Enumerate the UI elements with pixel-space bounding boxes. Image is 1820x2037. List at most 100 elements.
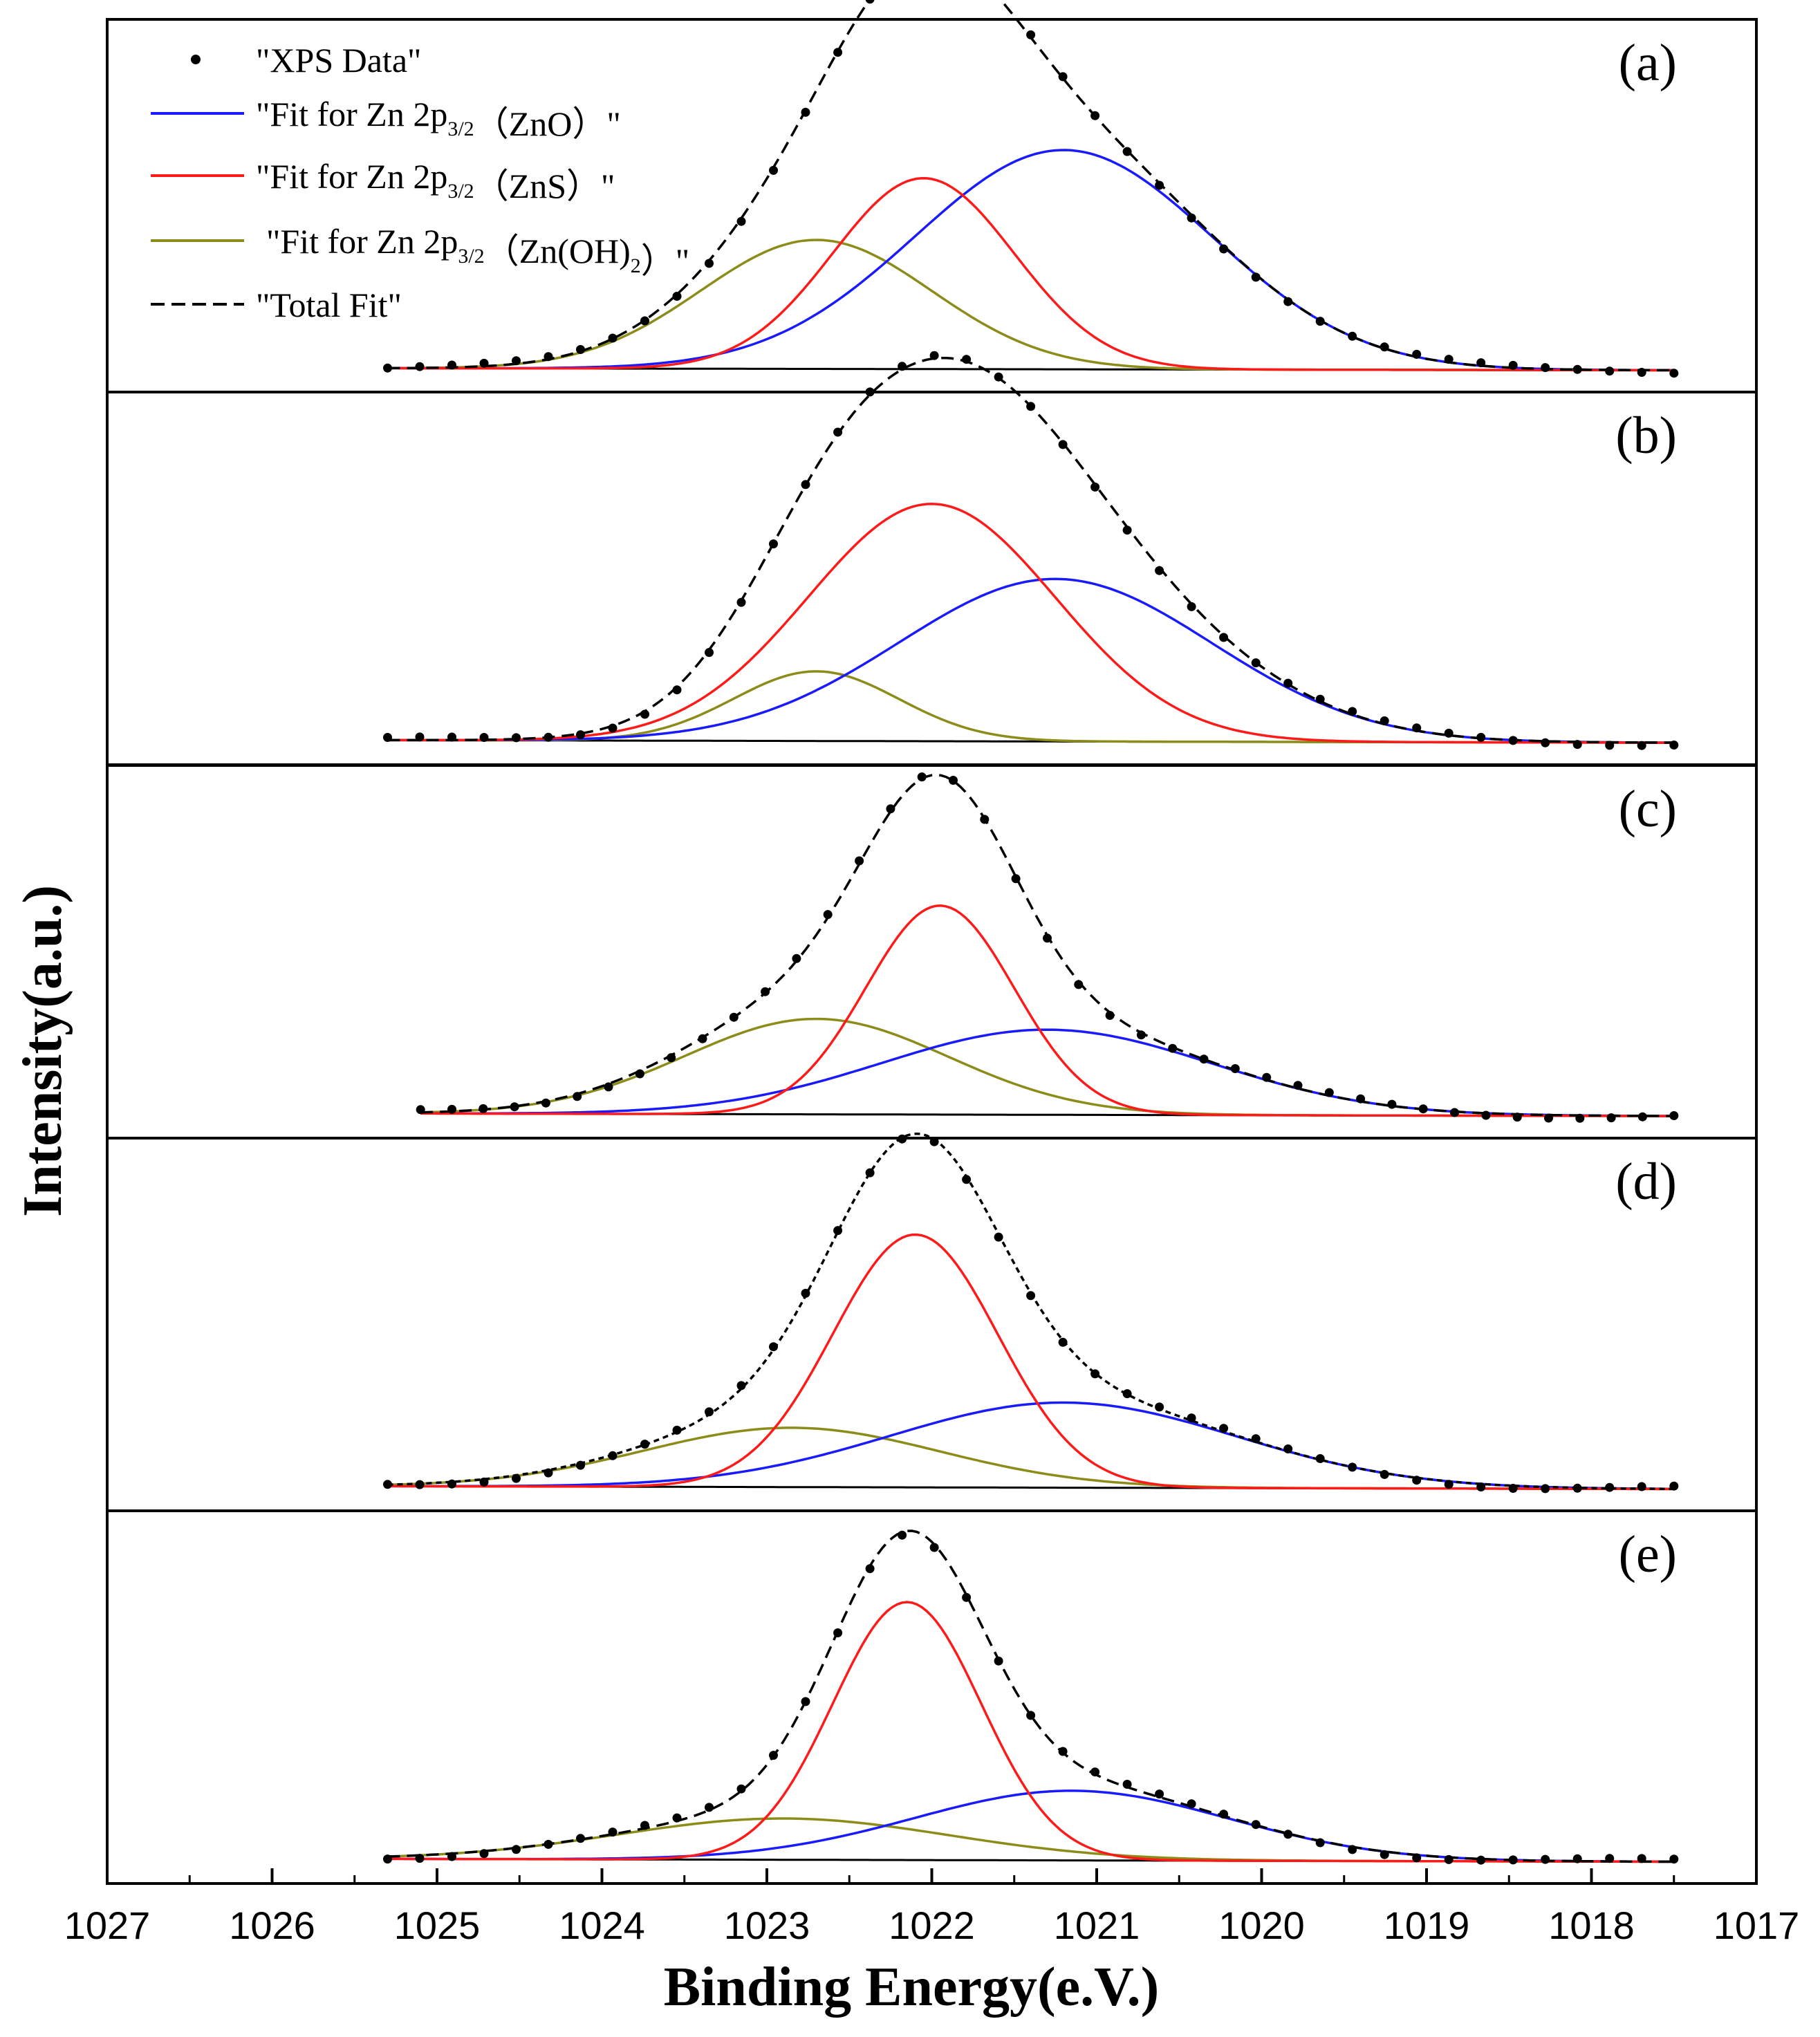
data-point [929,1543,939,1552]
total-fit-line [387,1529,1674,1863]
data-point [769,1751,778,1760]
x-tick-label: 1023 [724,1904,810,1947]
x-tick-label: 1021 [1054,1904,1140,1947]
x-tick-label: 1018 [1548,1904,1635,1947]
legend-swatch [191,55,201,64]
data-point [769,1342,778,1352]
data-point [1380,1850,1389,1859]
data-point [1251,658,1261,668]
data-point [1544,1113,1553,1123]
data-point [416,1105,425,1115]
data-point [1011,874,1021,884]
data-point [929,351,939,360]
data-point [1187,1413,1196,1423]
data-point [608,1451,618,1460]
data-point [1026,402,1036,411]
data-point [994,1656,1003,1666]
data-point [1283,297,1293,306]
data-point [479,1477,489,1487]
data-point [865,1168,875,1178]
data-point [1058,440,1068,449]
data-point [573,1092,582,1101]
data-point [865,387,875,397]
data-point [576,345,585,354]
data-point [1669,369,1679,378]
data-point [1606,1113,1616,1123]
data-point [512,1845,521,1854]
data-point [962,355,972,364]
data-point [640,709,649,719]
data-point [705,259,714,268]
x-tick-label: 1024 [559,1904,645,1947]
data-point [1026,1291,1036,1301]
panel-label: (c) [1619,780,1677,838]
panel-label: (a) [1619,34,1677,92]
data-point [512,356,521,366]
data-point [1324,1088,1334,1097]
data-point [640,316,649,326]
data-point [833,1226,843,1236]
data-point [1412,1853,1422,1863]
data-point [801,107,810,117]
data-point [383,733,392,742]
data-point [383,1480,392,1489]
data-point [512,733,521,743]
data-point [1508,736,1518,745]
data-point [898,1530,907,1540]
panel-d: (d) [106,1132,1758,1512]
x-tick-label: 1019 [1384,1904,1470,1947]
data-point [1262,1072,1272,1082]
data-point [1572,740,1582,750]
data-point [1219,244,1229,254]
data-point [1026,1711,1036,1720]
data-point [1541,738,1550,747]
data-point [1508,1484,1518,1493]
data-point [1450,1108,1459,1117]
x-tick-label: 1017 [1714,1904,1800,1947]
data-point [1637,368,1646,377]
data-point [608,723,618,733]
x-tick-label: 1022 [889,1904,975,1947]
data-point [1412,1476,1422,1485]
data-point [1572,1854,1582,1863]
panel-label: (d) [1615,1153,1677,1211]
data-point [447,732,456,742]
panel-b: (b) [106,351,1758,766]
fit-line-zns [387,1233,1674,1491]
data-point [865,1564,875,1574]
data-point [447,1104,456,1114]
data-point [544,352,553,362]
data-point [1090,482,1100,492]
fit-line-zns [387,1601,1674,1863]
legend-label: "Fit for Zn 2p3/2（Zn(OH)2）" [266,222,689,280]
data-point [635,1069,644,1079]
y-axis-title: Intensity(a.u.) [12,885,73,1217]
data-point [792,954,801,963]
data-point [1199,1054,1209,1064]
data-point [833,48,843,57]
data-point [1187,1799,1196,1809]
legend-item-zns: "Fit for Zn 2p3/2（ZnS）" [151,157,615,205]
data-point [1283,1444,1293,1453]
data-point [1230,1064,1240,1073]
data-point [1541,1484,1550,1494]
legend: "XPS Data" "Fit for Zn 2p3/2（ZnO）" "Fit fo… [151,41,689,324]
data-point [705,1407,714,1417]
data-point [479,1849,489,1859]
panel-label: (e) [1619,1525,1677,1583]
fit-line-zno [387,149,1674,372]
legend-label: "Fit for Zn 2p3/2（ZnO）" [256,95,621,143]
data-point [415,1854,425,1863]
panels: (a) (b) (c) (d) (e) [106,0,1758,1885]
data-point [1508,360,1518,370]
data-point [1122,147,1132,156]
data-point [917,772,927,782]
data-point [447,1852,456,1861]
data-point [1637,741,1646,750]
data-point [604,1082,613,1092]
data-point [447,360,456,370]
data-point [447,1479,456,1489]
data-point [994,372,1003,382]
